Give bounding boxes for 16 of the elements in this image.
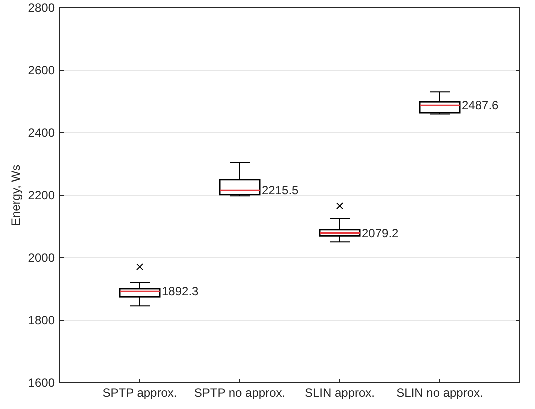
annotation: 2487.6 [462, 98, 500, 113]
y-axis-title: Energy, Ws [9, 164, 23, 226]
x-tick-label: SPTP approx. [102, 386, 178, 400]
x-tick-label: SLIN approx. [304, 386, 376, 400]
y-tick-label: 2600 [28, 64, 56, 78]
y-tick-label: 1800 [28, 314, 56, 328]
y-tick-label: 1600 [28, 376, 56, 390]
y-tick-label: 2200 [28, 188, 56, 202]
y-tick-label: 2000 [28, 251, 56, 265]
annotation: 2079.2 [362, 226, 400, 240]
annotation: 1892.3 [162, 284, 200, 299]
x-tick-label: SPTP no approx. [194, 386, 286, 400]
y-tick-label: 2800 [28, 1, 56, 15]
y-tick-label: 2400 [28, 126, 56, 140]
x-tick-label: SLIN no approx. [396, 386, 484, 400]
annotation: 2215.5 [262, 184, 300, 198]
